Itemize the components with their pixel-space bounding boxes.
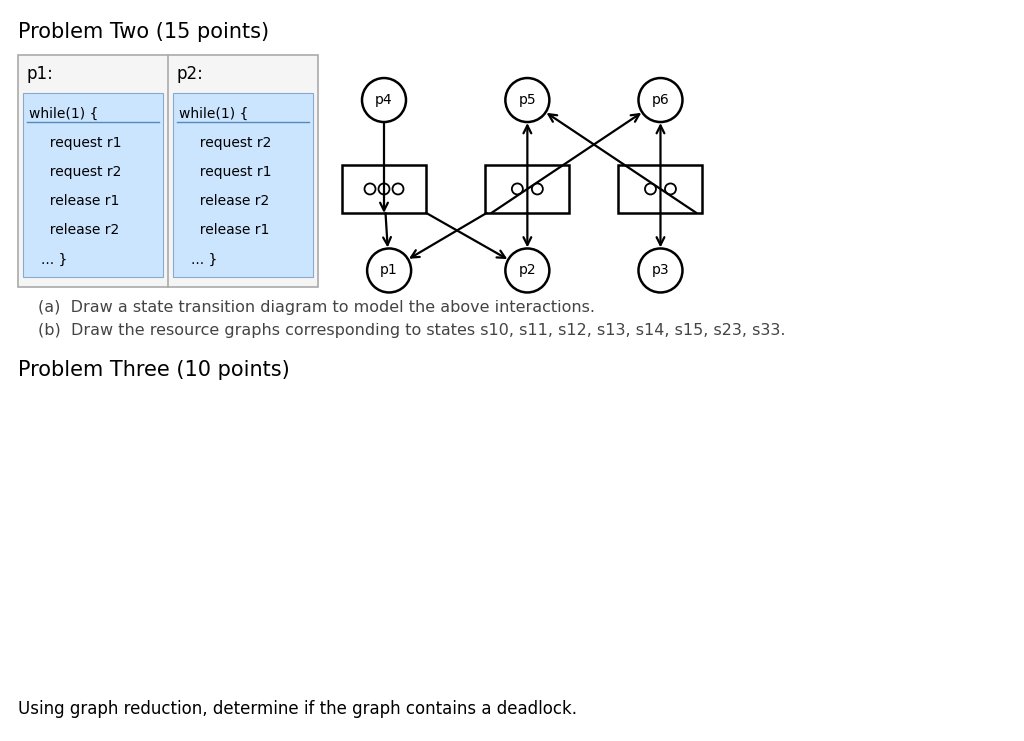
Text: p1: p1	[380, 264, 398, 277]
Circle shape	[531, 184, 543, 194]
Text: while(1) {: while(1) {	[29, 107, 98, 121]
Text: while(1) {: while(1) {	[179, 107, 249, 121]
Circle shape	[512, 184, 523, 194]
Text: p5: p5	[518, 93, 537, 107]
FancyBboxPatch shape	[23, 93, 163, 277]
FancyBboxPatch shape	[173, 93, 313, 277]
Circle shape	[506, 248, 549, 293]
Text: Problem Two (15 points): Problem Two (15 points)	[18, 22, 269, 42]
Circle shape	[506, 78, 549, 122]
Circle shape	[392, 184, 403, 194]
FancyBboxPatch shape	[618, 165, 702, 213]
Text: request r2: request r2	[191, 136, 271, 150]
Text: ... }: ... }	[191, 253, 217, 267]
Circle shape	[645, 184, 656, 194]
Circle shape	[379, 184, 389, 194]
Text: Problem Three (10 points): Problem Three (10 points)	[18, 360, 290, 380]
Text: p1:: p1:	[26, 65, 53, 83]
Text: p2:: p2:	[176, 65, 203, 83]
Text: ... }: ... }	[41, 253, 68, 267]
Text: release r1: release r1	[191, 223, 269, 237]
Text: request r1: request r1	[41, 136, 122, 150]
Text: p3: p3	[651, 264, 670, 277]
Circle shape	[362, 78, 406, 122]
Text: p4: p4	[375, 93, 393, 107]
Circle shape	[365, 184, 376, 194]
Text: (b)  Draw the resource graphs corresponding to states s10, s11, s12, s13, s14, s: (b) Draw the resource graphs correspondi…	[38, 323, 785, 338]
Text: request r2: request r2	[41, 165, 122, 179]
Circle shape	[639, 78, 682, 122]
Circle shape	[665, 184, 676, 194]
Circle shape	[368, 248, 411, 293]
Text: Using graph reduction, determine if the graph contains a deadlock.: Using graph reduction, determine if the …	[18, 700, 577, 718]
Text: release r2: release r2	[191, 194, 269, 208]
Text: p2: p2	[518, 264, 537, 277]
Text: (a)  Draw a state transition diagram to model the above interactions.: (a) Draw a state transition diagram to m…	[38, 300, 595, 315]
Circle shape	[639, 248, 682, 293]
FancyBboxPatch shape	[342, 165, 426, 213]
Text: release r1: release r1	[41, 194, 120, 208]
FancyBboxPatch shape	[18, 55, 318, 287]
Text: request r1: request r1	[191, 165, 271, 179]
FancyBboxPatch shape	[485, 165, 569, 213]
Text: release r2: release r2	[41, 223, 119, 237]
Text: p6: p6	[651, 93, 670, 107]
